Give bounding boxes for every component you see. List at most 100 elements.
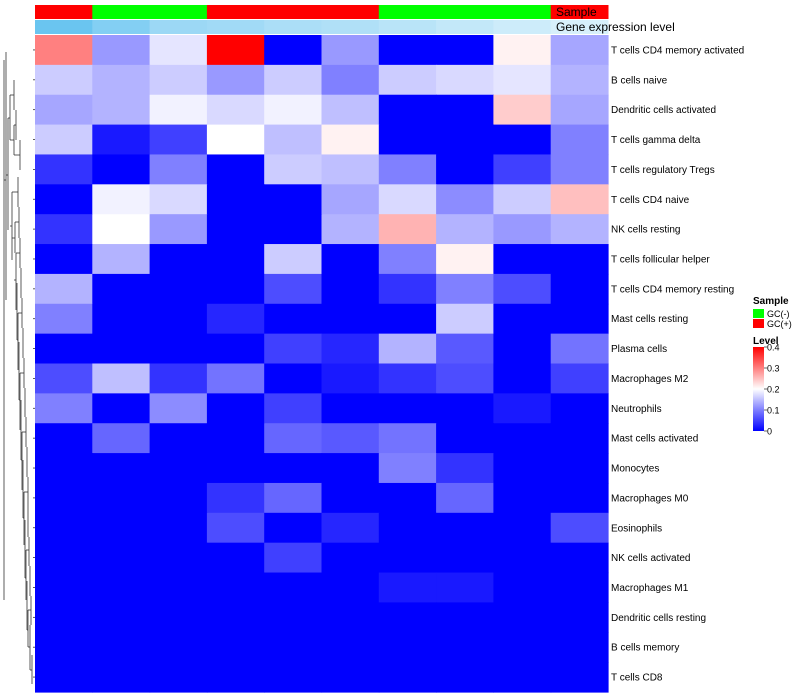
heatmap-cell (378, 273, 437, 305)
heatmap-cell (206, 363, 265, 394)
heatmap-cell (206, 154, 265, 185)
heatmap-cell (149, 542, 208, 574)
heatmap-cell (264, 602, 323, 633)
heatmap-cell (92, 64, 151, 96)
heatmap-cell (206, 124, 265, 156)
heatmap-cell (378, 94, 437, 126)
heatmap-cell (493, 602, 552, 633)
heatmap-cell (378, 482, 437, 514)
heatmap-cell (321, 35, 380, 66)
heatmap-cell (264, 35, 323, 66)
sample-annotation-cell (35, 5, 93, 19)
expression-level-annotation-cell (436, 20, 494, 34)
sample-annotation-cell (264, 5, 322, 19)
heatmap-cell (436, 94, 494, 126)
heatmap-cell (35, 453, 93, 484)
legend: Sample GC(-) GC(+) Level 0.4 0.3 0.2 0.1 0 (753, 296, 792, 437)
heatmap-cell (149, 423, 208, 454)
expression-level-annotation-bar (35, 20, 609, 34)
heatmap-cell (550, 303, 609, 335)
heatmap-cell (378, 512, 437, 544)
expression-level-annotation-cell (550, 20, 609, 34)
expression-level-annotation-cell (206, 20, 265, 34)
heatmap-cell (35, 632, 93, 663)
heatmap-cell (264, 124, 323, 156)
expression-level-annotation-cell (149, 20, 208, 34)
heatmap-cell (378, 632, 437, 663)
heatmap-cell (321, 602, 380, 633)
heatmap-cell (264, 64, 323, 96)
heatmap-cell (206, 64, 265, 96)
heatmap-cell (321, 154, 380, 185)
heatmap-cell (206, 333, 265, 365)
row-label: B cells naive (611, 75, 668, 86)
heatmap-cell (493, 94, 552, 126)
expression-level-annotation-cell (378, 20, 437, 34)
heatmap-cell (264, 542, 323, 574)
heatmap-cell (35, 94, 93, 126)
heatmap-cell (436, 154, 494, 185)
heatmap-cell (493, 363, 552, 394)
heatmap-cell (378, 333, 437, 365)
heatmap-cell (264, 214, 323, 245)
heatmap-cell (35, 184, 93, 215)
heatmap-cell (321, 632, 380, 663)
heatmap-cell (35, 35, 93, 66)
heatmap-cell (378, 244, 437, 275)
row-label: Macrophages M1 (611, 583, 689, 594)
row-label: Plasma cells (611, 344, 667, 355)
heatmap-cell (321, 333, 380, 365)
heatmap-cell (436, 662, 494, 693)
heatmap-cell (92, 482, 151, 514)
heatmap-cell (92, 244, 151, 275)
heatmap-cell (493, 542, 552, 574)
legend-level-title: Level (753, 336, 779, 347)
heatmap-cell (149, 602, 208, 633)
row-labels: T cells CD4 memory activated B cells naiv… (611, 45, 744, 683)
heatmap-cell (493, 572, 552, 604)
sample-annotation-cell (321, 5, 380, 19)
heatmap-cell (149, 244, 208, 275)
heatmap-cell (493, 184, 552, 215)
heatmap-cell (436, 602, 494, 633)
heatmap-cell (436, 363, 494, 394)
heatmap-cell (206, 542, 265, 574)
heatmap-cell (149, 154, 208, 185)
heatmap-cell (206, 602, 265, 633)
heatmap-cell (493, 214, 552, 245)
heatmap-cell (92, 154, 151, 185)
heatmap-cell (149, 393, 208, 424)
heatmap-cell (436, 393, 494, 424)
heatmap-cell (550, 662, 609, 693)
heatmap-cell (436, 244, 494, 275)
heatmap-cell (493, 35, 552, 66)
heatmap-cell (206, 572, 265, 604)
heatmap-cell (493, 423, 552, 454)
legend-tick-label: 0.4 (767, 343, 780, 353)
heatmap-cell (550, 482, 609, 514)
row-label: T cells CD4 memory resting (611, 284, 734, 295)
row-label: T cells regulatory Tregs (611, 165, 715, 176)
heatmap-cell (35, 273, 93, 305)
heatmap-cell (493, 244, 552, 275)
heatmap-cell (149, 363, 208, 394)
row-label: T cells CD4 memory activated (611, 45, 744, 56)
heatmap-cell (206, 512, 265, 544)
expression-level-annotation-title: Gene expression level (556, 20, 675, 34)
heatmap-cell (92, 542, 151, 574)
heatmap-cell (35, 482, 93, 514)
heatmap-cell (264, 512, 323, 544)
heatmap-cell (264, 453, 323, 484)
heatmap-cell (321, 512, 380, 544)
heatmap-cell (436, 423, 494, 454)
heatmap-cell (550, 602, 609, 633)
heatmap-cell (35, 303, 93, 335)
heatmap-cell (149, 214, 208, 245)
heatmap-cell (206, 453, 265, 484)
heatmap-cell (321, 542, 380, 574)
heatmap-cell (35, 64, 93, 96)
heatmap-cell (92, 393, 151, 424)
expression-level-annotation-cell (493, 20, 552, 34)
heatmap-cell (92, 453, 151, 484)
heatmap-cell (92, 214, 151, 245)
